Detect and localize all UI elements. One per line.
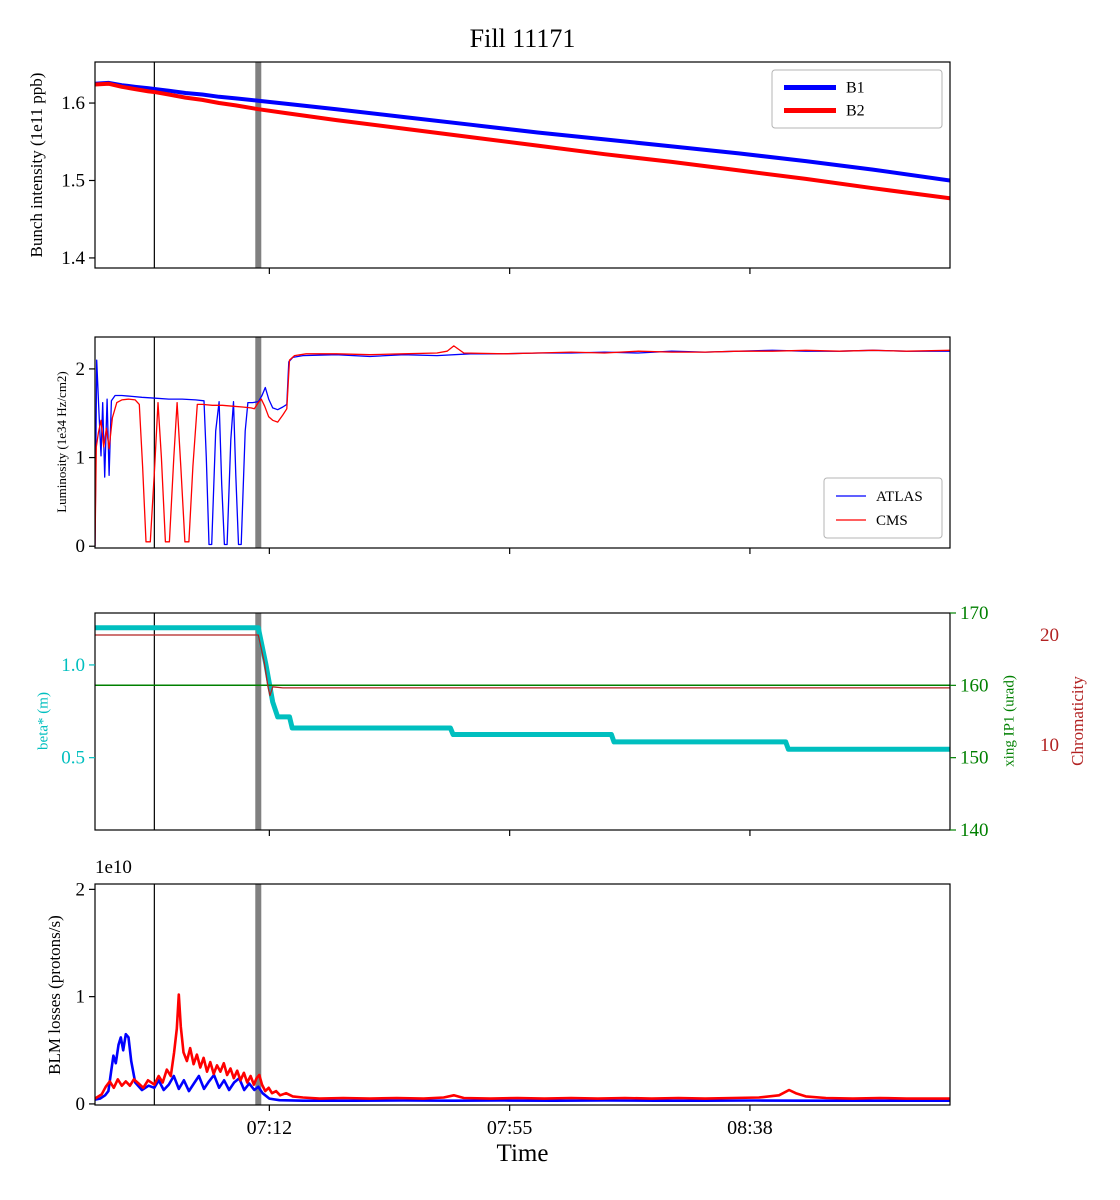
y-tick-label: 2: [76, 359, 86, 380]
y-tick-label: 170: [960, 603, 989, 624]
series-beta-star: [95, 625, 950, 752]
optics-chart: 0.5 1.0 140 150 160 170 10 20: [61, 603, 1059, 841]
y-tick-label: 1.4: [61, 248, 85, 269]
y-tick-label: 1: [76, 987, 86, 1008]
plot-border: [94, 883, 951, 1106]
y-tick-label: 0: [76, 536, 86, 557]
plot-border: [94, 336, 951, 549]
luminosity-chart: 0 1 2 ATLAS CMS: [76, 336, 951, 557]
legend-label: ATLAS: [876, 489, 923, 505]
legend-label: B1: [846, 80, 865, 97]
series-CMS: [95, 345, 950, 547]
series-chromaticity: [95, 634, 950, 697]
series-B1: [95, 80, 950, 183]
legend-label: B2: [846, 103, 865, 120]
y-tick-label: 1.5: [61, 170, 85, 191]
series-B1-losses: [95, 1032, 950, 1102]
series-ATLAS: [95, 349, 950, 547]
y-tick-label: 2: [76, 879, 86, 900]
figure-title: Fill 11171: [469, 24, 576, 53]
blm-losses-chart: 0 1 2 07:12 07:55 08:38: [76, 879, 951, 1139]
y-tick-label: 20: [1040, 625, 1059, 646]
y-tick-label: 1.0: [61, 655, 85, 676]
y-tick-label: 160: [960, 675, 989, 696]
x-axis-label: Time: [496, 1140, 549, 1167]
series-B2: [95, 81, 950, 201]
series-B2-losses: [95, 993, 950, 1100]
x-tick-label: 07:12: [247, 1117, 293, 1139]
legend-box: [823, 477, 943, 539]
x-tick-label: 07:55: [487, 1117, 533, 1139]
bunch-intensity-chart: 1.4 1.5 1.6 B1 B2: [61, 61, 951, 274]
y-tick-label: 150: [960, 748, 989, 769]
y-tick-label: 10: [1040, 735, 1059, 756]
legend-box: [771, 69, 943, 129]
legend-label: CMS: [876, 513, 908, 529]
plot-border: [94, 612, 951, 831]
blm-offset-text: 1e10: [95, 857, 132, 878]
y-tick-label: 0: [76, 1094, 86, 1115]
y-tick-label: 0.5: [61, 748, 85, 769]
y-tick-label: 140: [960, 820, 989, 841]
y-tick-label: 1.6: [61, 93, 85, 114]
plot-border: [94, 61, 951, 269]
x-tick-label: 08:38: [727, 1117, 773, 1139]
y-tick-label: 1: [76, 448, 86, 469]
